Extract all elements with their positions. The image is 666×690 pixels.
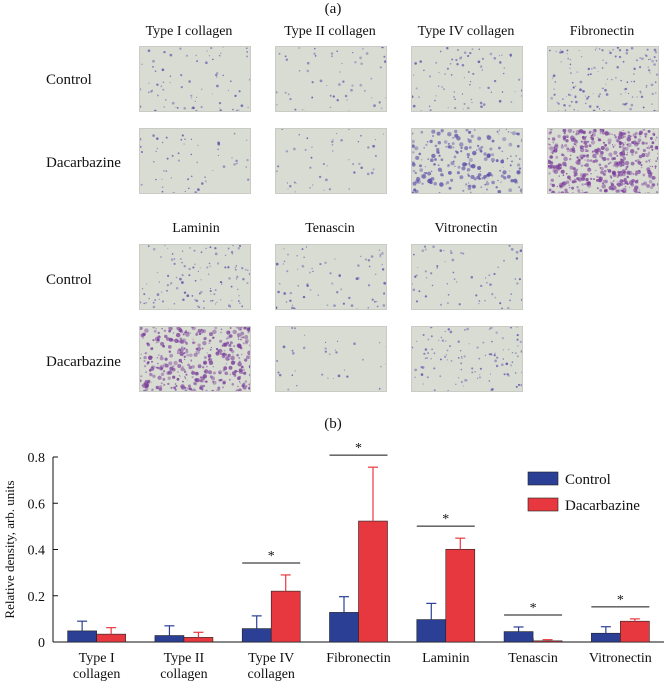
bar-dacarbazine bbox=[184, 637, 213, 642]
x-tick-label: collagen bbox=[73, 667, 120, 682]
micrograph-type-ii-dacarbazine bbox=[275, 128, 387, 194]
x-tick-label: Tenascin bbox=[508, 651, 558, 666]
row-label-dacarbazine: Dacarbazine bbox=[46, 155, 121, 172]
significance-star: * bbox=[617, 593, 624, 608]
micrograph-vitronectin-dacarbazine bbox=[411, 326, 523, 392]
bar-dacarbazine bbox=[533, 641, 562, 642]
x-tick-label: Type II bbox=[164, 651, 205, 666]
micrograph-tenascin-control bbox=[275, 244, 387, 310]
column-heading-tenascin: Tenascin bbox=[265, 221, 395, 237]
column-heading-type-ii-collagen: Type II collagen bbox=[265, 24, 395, 40]
legend-swatch-control bbox=[528, 472, 558, 485]
bar-control bbox=[417, 620, 446, 642]
row-label-dacarbazine-lower: Dacarbazine bbox=[46, 354, 121, 371]
x-tick-label: collagen bbox=[160, 667, 207, 682]
row-label-control: Control bbox=[46, 72, 92, 89]
micrograph-fibronectin-control bbox=[547, 46, 659, 112]
significance-star: * bbox=[530, 601, 537, 616]
bar-control bbox=[591, 633, 620, 642]
micrograph-type-ii-control bbox=[275, 46, 387, 112]
micrograph-tenascin-dacarbazine bbox=[275, 326, 387, 392]
column-heading-vitronectin: Vitronectin bbox=[401, 221, 531, 237]
x-tick-label: Type IV bbox=[248, 651, 294, 666]
y-tick-label: 0.4 bbox=[28, 544, 46, 559]
micrograph-type-iv-control bbox=[411, 46, 523, 112]
y-axis-title: Relative density, arb. units bbox=[2, 480, 17, 618]
legend-swatch-dacarbazine bbox=[528, 498, 558, 511]
micrograph-type-iv-dacarbazine bbox=[411, 128, 523, 194]
y-tick-label: 0.6 bbox=[28, 497, 46, 512]
x-tick-label: Fibronectin bbox=[326, 651, 391, 666]
significance-star: * bbox=[442, 512, 449, 527]
x-tick-label: Vitronectin bbox=[589, 651, 652, 666]
panel-a-label: (a) bbox=[303, 1, 363, 18]
y-tick-label: 0.8 bbox=[28, 451, 46, 466]
legend-label-control: Control bbox=[565, 472, 611, 488]
significance-star: * bbox=[268, 549, 275, 564]
bar-dacarbazine bbox=[271, 591, 300, 642]
bar-control bbox=[330, 612, 359, 642]
bar-control bbox=[155, 636, 184, 642]
y-tick-label: 0 bbox=[38, 636, 45, 651]
bar-dacarbazine bbox=[97, 634, 126, 642]
x-tick-label: collagen bbox=[248, 667, 295, 682]
bar-dacarbazine bbox=[359, 521, 388, 642]
column-heading-type-i-collagen: Type I collagen bbox=[124, 24, 254, 40]
significance-star: * bbox=[355, 441, 362, 456]
y-tick-label: 0.2 bbox=[28, 590, 46, 605]
row-label-control-lower: Control bbox=[46, 272, 92, 289]
bar-control bbox=[504, 632, 533, 642]
micrograph-vitronectin-control bbox=[411, 244, 523, 310]
bar-control bbox=[242, 629, 271, 642]
x-tick-label: Type I bbox=[79, 651, 115, 666]
micrograph-type-i-control bbox=[139, 46, 251, 112]
legend-label-dacarbazine: Dacarbazine bbox=[565, 498, 640, 514]
bar-chart: 0 0.2 0.4 0.6 0.8 Relative density, arb. unit… bbox=[0, 430, 666, 685]
micrograph-fibronectin-dacarbazine bbox=[547, 128, 659, 194]
bar-dacarbazine bbox=[620, 621, 649, 642]
column-heading-laminin: Laminin bbox=[131, 221, 261, 237]
micrograph-laminin-control bbox=[139, 244, 251, 310]
column-heading-fibronectin: Fibronectin bbox=[537, 24, 666, 40]
bar-control bbox=[68, 631, 97, 642]
micrograph-laminin-dacarbazine bbox=[139, 326, 251, 392]
bar-dacarbazine bbox=[446, 549, 475, 642]
column-heading-type-iv-collagen: Type IV collagen bbox=[401, 24, 531, 40]
x-tick-label: Laminin bbox=[422, 651, 469, 666]
micrograph-type-i-dacarbazine bbox=[139, 128, 251, 194]
